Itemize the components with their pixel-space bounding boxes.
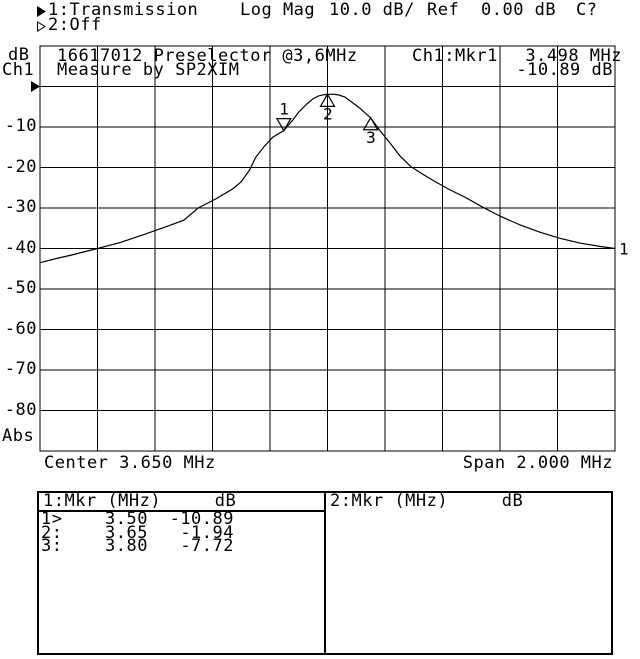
marker-row-amplitude: -7.72: [180, 536, 234, 556]
marker-row-frequency: 3.50: [105, 509, 148, 529]
marker-table-rows: 1> 3.50 -10.89 2: 3.65 -1.94 3: 3.80 -7.72: [41, 509, 234, 556]
marker-row-amplitude: -10.89: [169, 509, 234, 529]
y-axis-tick-label: -70: [4, 359, 37, 379]
trace-line: [39, 93, 616, 264]
marker-table-header-1: 1:Mkr (MHz) dB: [43, 491, 237, 511]
marker-row-id: 1>: [41, 509, 63, 529]
marker-2-symbol-icon: [319, 93, 336, 107]
marker-table-row: 3: 3.80 -7.72: [41, 536, 234, 556]
y-axis-channel-label: Ch1: [2, 60, 35, 80]
marker-row-id: 3:: [41, 536, 63, 556]
y-axis-tick-label: -50: [4, 278, 37, 298]
y-axis-tick-label: -30: [4, 197, 37, 217]
trace-number-label: 1: [619, 240, 629, 259]
trace1-ref-value: 0.00 dB: [481, 0, 557, 20]
y-axis-bottom-label: Abs: [2, 426, 35, 446]
marker-table: 1:Mkr (MHz) dB 1> 3.50 -10.89 2: 3.65 -1.94 3:…: [37, 491, 613, 655]
marker-table-panel-2: 2:Mkr (MHz) dB: [324, 493, 611, 653]
marker-row-frequency: 3.80: [105, 536, 148, 556]
marker-table-panel-1: 1:Mkr (MHz) dB 1> 3.50 -10.89 2: 3.65 -1.94 3:…: [39, 493, 324, 653]
trace1-format: Log Mag: [240, 0, 316, 20]
marker-table-row: 2: 3.65 -1.94: [41, 522, 234, 543]
y-axis-tick-label: -10: [4, 116, 37, 136]
plot-title-line1: 16617012 Preselector @3,6MHz: [57, 46, 358, 66]
trace2-label: 2:Off: [48, 15, 102, 35]
y-axis-tick-label: -60: [4, 319, 37, 339]
trace1-active-marker-icon: [37, 6, 46, 17]
marker-1-symbol-icon: [275, 118, 292, 132]
marker-readout-amplitude: -10.89 dB: [516, 60, 613, 80]
marker-3-symbol-icon: [362, 116, 379, 131]
x-axis-span-label: Span 2.000 MHz: [462, 453, 613, 473]
marker-table-row: 1> 3.50 -10.89: [41, 509, 234, 529]
y-axis-unit-label: dB: [8, 45, 30, 65]
marker-readout-frequency: 3.498 MHz: [525, 46, 622, 66]
y-axis-tick-label: -80: [4, 400, 37, 420]
marker-2-number-label: 2: [323, 104, 333, 123]
reference-level-icon: [31, 81, 40, 92]
marker-row-id: 2:: [41, 522, 63, 543]
trace1-cal-status: C?: [576, 0, 598, 20]
y-axis-tick-label: -40: [4, 238, 37, 258]
plot-title-line2: Measure by SP2XIM: [57, 60, 240, 80]
marker-row-amplitude: -1.94: [180, 522, 234, 543]
marker-table-header-separator: [39, 510, 324, 512]
marker-table-header-2: 2:Mkr (MHz) dB: [330, 491, 524, 511]
marker-3-number-label: 3: [366, 128, 376, 147]
marker-1-number-label: 1: [279, 100, 289, 119]
trace1-label: 1:Transmission: [48, 0, 199, 20]
marker-row-frequency: 3.65: [105, 522, 148, 543]
y-axis-tick-label: -20: [4, 157, 37, 177]
marker-readout-label: Ch1:Mkr1: [412, 46, 498, 66]
trace1-ref-label: Ref: [427, 0, 460, 20]
x-axis-center-label: Center 3.650 MHz: [44, 453, 216, 473]
trace1-scale: 10.0 dB/: [329, 0, 415, 20]
trace2-inactive-marker-icon: [37, 21, 46, 32]
